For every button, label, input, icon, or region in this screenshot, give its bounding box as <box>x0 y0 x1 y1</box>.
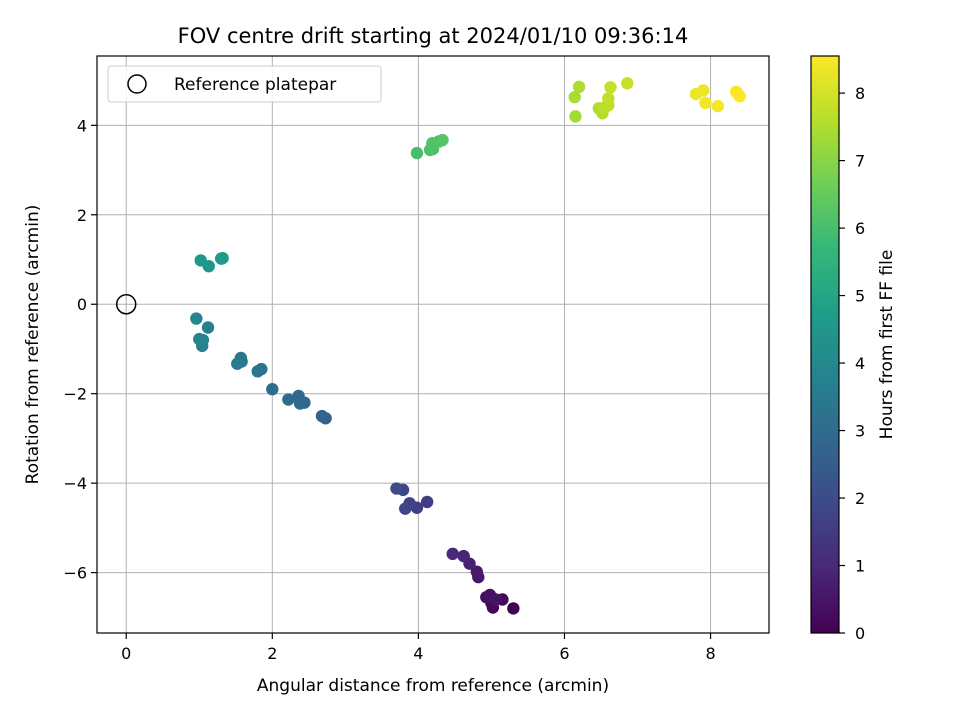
data-point <box>711 99 725 113</box>
data-point <box>604 81 617 94</box>
data-point <box>507 602 520 615</box>
data-point <box>315 409 329 423</box>
data-point <box>194 254 207 267</box>
data-point <box>399 502 412 515</box>
data-point <box>457 549 470 563</box>
colorbar-tick-label: 8 <box>855 84 865 103</box>
y-tick-label: 2 <box>77 206 87 225</box>
legend-marker-icon <box>127 74 147 94</box>
data-point <box>446 547 459 561</box>
x-axis-ticks: 0 2 4 6 8 <box>121 633 716 663</box>
data-point <box>572 80 586 94</box>
y-tick-label: −6 <box>63 564 87 583</box>
data-point <box>193 332 206 346</box>
data-point <box>569 110 582 123</box>
x-tick-label: 0 <box>121 644 131 663</box>
reference-platepar-marker <box>115 293 137 315</box>
x-tick-label: 8 <box>705 644 715 663</box>
y-axis-label: Rotation from reference (arcmin) <box>23 205 43 485</box>
colorbar-tick-label: 1 <box>855 557 865 576</box>
chart-title: FOV centre drift starting at 2024/01/10 … <box>178 24 689 48</box>
plot-frame <box>96 55 770 634</box>
legend-entry-label: Reference platepar <box>174 75 336 95</box>
y-tick-label: 4 <box>77 116 87 135</box>
y-tick-label: 0 <box>77 295 87 314</box>
data-point <box>697 84 710 97</box>
data-point <box>602 92 615 105</box>
data-point <box>190 312 203 325</box>
colorbar-tick-label: 5 <box>855 287 865 306</box>
y-tick-label: −2 <box>63 385 87 404</box>
colorbar-tick-label: 4 <box>855 354 865 373</box>
x-tick-label: 6 <box>559 644 569 663</box>
x-tick-label: 2 <box>267 644 277 663</box>
data-point <box>282 393 295 406</box>
data-point <box>390 482 403 495</box>
colorbar-tick-label: 6 <box>855 219 865 238</box>
data-point <box>201 321 215 334</box>
colorbar-gradient <box>811 56 839 633</box>
data-point <box>410 146 424 160</box>
colorbar-tick-label: 7 <box>855 152 865 171</box>
colorbar-frame <box>810 55 840 634</box>
data-point <box>699 96 712 110</box>
data-point <box>292 389 305 403</box>
data-points <box>115 77 746 615</box>
x-axis-label: Angular distance from reference (arcmin) <box>257 676 609 696</box>
x-tick-label: 4 <box>413 644 423 663</box>
colorbar-label: Hours from first FF file <box>877 250 897 440</box>
data-point <box>470 565 484 578</box>
data-point <box>621 77 634 90</box>
data-point <box>251 365 264 378</box>
data-point <box>420 495 434 509</box>
legend: Reference platepar <box>107 65 382 103</box>
data-point <box>266 383 279 396</box>
colorbar-tick-label: 3 <box>855 422 865 441</box>
data-point <box>231 357 244 370</box>
y-axis-ticks: −6 −4 −2 0 2 4 <box>63 116 97 583</box>
data-point <box>733 90 746 103</box>
y-tick-label: −4 <box>63 474 87 493</box>
data-point <box>489 593 503 606</box>
colorbar-ticks: 0 1 2 3 4 5 6 7 8 <box>839 84 865 643</box>
colorbar-tick-label: 2 <box>855 489 865 508</box>
colorbar-tick-label: 0 <box>855 624 865 643</box>
legend-box <box>107 65 382 103</box>
colorbar: 0 1 2 3 4 5 6 7 8 Hours from first FF file <box>810 55 897 643</box>
data-point <box>214 252 228 265</box>
data-point <box>568 90 581 104</box>
data-point <box>436 133 449 147</box>
